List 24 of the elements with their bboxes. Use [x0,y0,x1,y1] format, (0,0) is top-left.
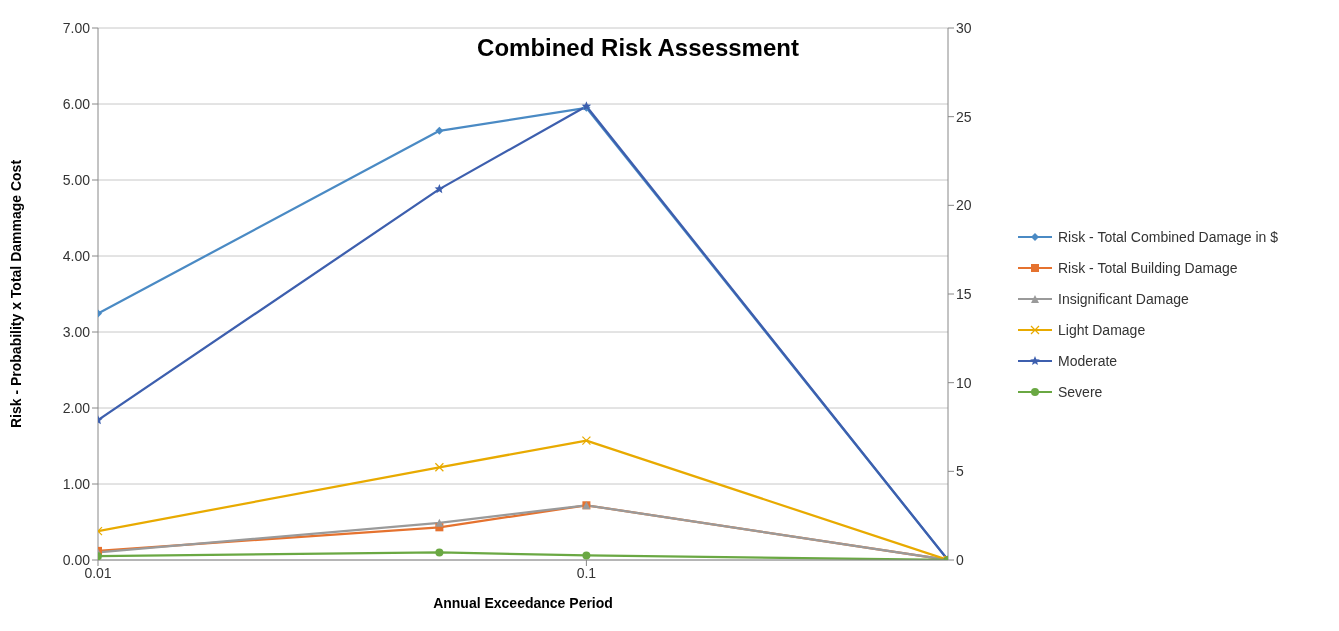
y2-tick-label: 15 [956,285,972,302]
y-tick-label: 5.00 [62,171,91,188]
y2-tick-label: 20 [956,197,972,214]
legend-label: Moderate [1058,352,1118,369]
y2-tick-label: 10 [956,374,972,391]
legend-label: Risk - Total Building Damage [1058,259,1238,276]
chart-title: Combined Risk Assessment [476,34,800,62]
y2-tick-label: 30 [956,19,972,36]
y-tick-label: 3.00 [62,323,91,340]
y-tick-label: 7.00 [62,19,91,36]
y-tick-label: 2.00 [62,399,91,416]
y2-tick-label: 0 [956,551,964,568]
legend-label: Severe [1058,383,1103,400]
legend-label: Insignificant Damage [1058,290,1189,307]
y2-tick-label: 5 [956,463,964,480]
y-tick-label: 1.00 [62,475,91,492]
y2-tick-label: 25 [956,108,972,125]
y-tick-label: 4.00 [62,247,91,264]
x-axis-title: Annual Exceedance Period [433,595,613,611]
y-tick-label: 6.00 [62,95,91,112]
x-tick-label: 0.1 [576,564,597,581]
legend-label: Light Damage [1058,321,1146,338]
y-axis-title: Risk - Probability x Total Dammage Cost [7,159,24,429]
legend-label: Risk - Total Combined Damage in $ [1058,228,1278,245]
